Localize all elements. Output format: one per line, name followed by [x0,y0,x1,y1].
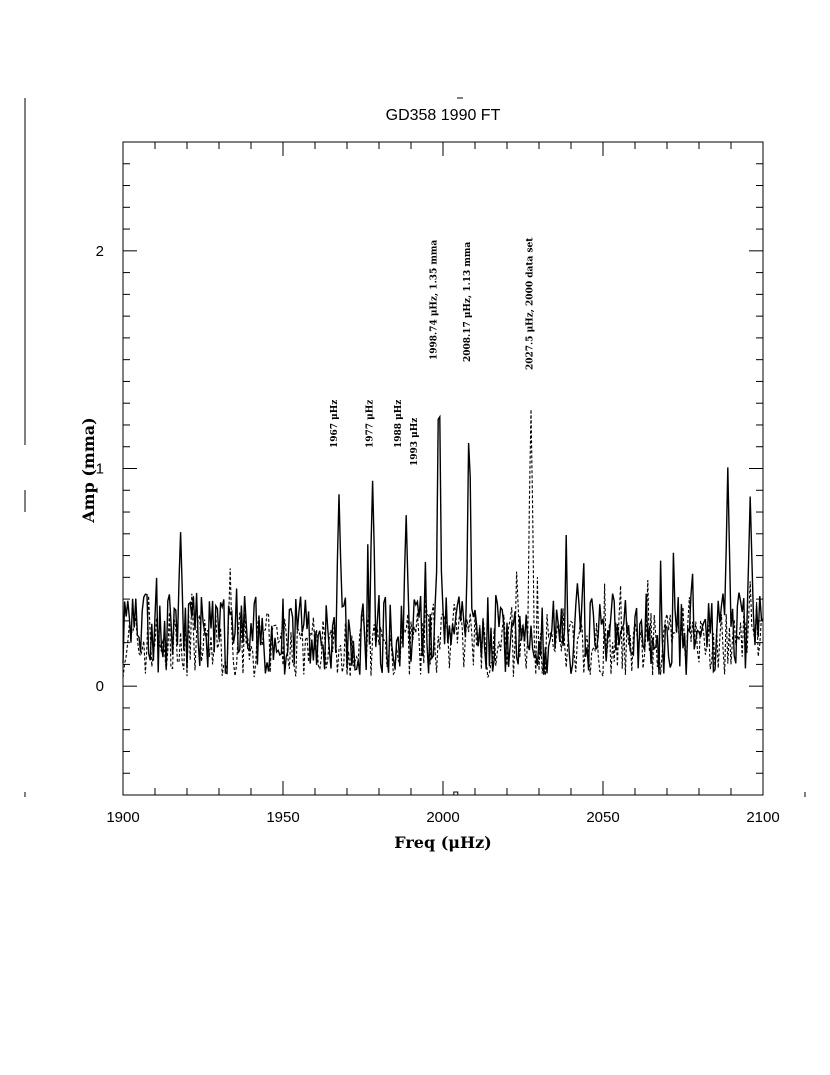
y-tick-label: 0 [96,678,104,695]
x-axis-title: Freq (μHz) [394,833,492,852]
series-group [122,409,764,796]
axis-ticks [122,141,764,796]
y-tick-label: 1 [96,461,104,478]
tick-labels: 1900 1950 2000 2050 2100 0 1 2 [96,243,780,826]
y-axis-title: Amp (mma) [79,417,98,523]
x-tick-label: 1900 [106,809,139,826]
peak-annotation: 2027.5 μHz, 2000 data set [525,237,535,370]
x-tick-label: 1950 [266,809,299,826]
peak-annotation: 2008.17 μHz, 1.13 mma [463,242,473,362]
x-tick-label: 2000 [426,809,459,826]
peak-annotations: 1967 μHz 1977 μHz 1988 μHz 1993 μHz 1998.74 … [330,237,535,466]
peak-annotation: 1993 μHz [410,418,420,466]
peak-annotation: 1998.74 μHz, 1.35 mma [429,240,439,360]
plot-frame [122,141,764,796]
peak-annotation: 1967 μHz [330,400,340,448]
x-tick-label: 2100 [746,809,779,826]
chart-title: GD358 1990 FT [386,107,501,124]
peak-annotation: 1988 μHz [394,400,404,448]
peak-annotation: 1977 μHz [365,400,375,448]
y-tick-label: 2 [96,243,104,260]
series-line-solid [122,414,764,675]
x-tick-label: 2050 [586,809,619,826]
axis-mark [453,791,459,796]
